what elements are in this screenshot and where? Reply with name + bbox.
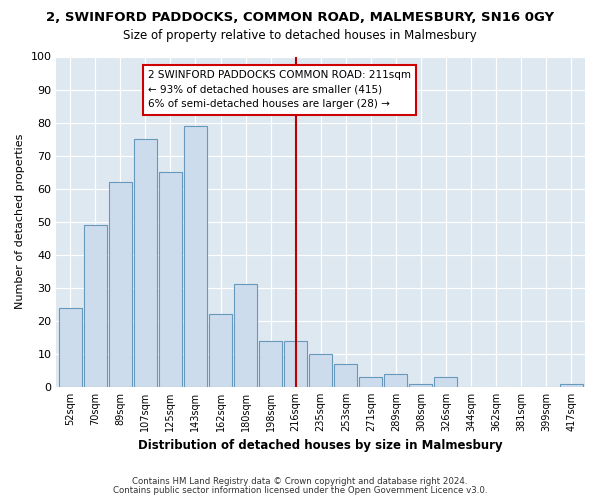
Bar bbox=[234, 284, 257, 387]
Bar bbox=[560, 384, 583, 387]
Bar bbox=[84, 225, 107, 387]
Bar bbox=[409, 384, 433, 387]
Bar bbox=[184, 126, 207, 387]
Bar bbox=[259, 340, 282, 387]
Bar bbox=[284, 340, 307, 387]
Text: Size of property relative to detached houses in Malmesbury: Size of property relative to detached ho… bbox=[123, 28, 477, 42]
Bar bbox=[359, 377, 382, 387]
Text: Contains public sector information licensed under the Open Government Licence v3: Contains public sector information licen… bbox=[113, 486, 487, 495]
Bar bbox=[434, 377, 457, 387]
Text: Contains HM Land Registry data © Crown copyright and database right 2024.: Contains HM Land Registry data © Crown c… bbox=[132, 477, 468, 486]
Bar bbox=[385, 374, 407, 387]
Bar bbox=[159, 172, 182, 387]
Bar bbox=[309, 354, 332, 387]
Bar bbox=[209, 314, 232, 387]
Text: 2, SWINFORD PADDOCKS, COMMON ROAD, MALMESBURY, SN16 0GY: 2, SWINFORD PADDOCKS, COMMON ROAD, MALME… bbox=[46, 11, 554, 24]
Text: 2 SWINFORD PADDOCKS COMMON ROAD: 211sqm
← 93% of detached houses are smaller (41: 2 SWINFORD PADDOCKS COMMON ROAD: 211sqm … bbox=[148, 70, 411, 110]
Bar bbox=[59, 308, 82, 387]
Bar bbox=[334, 364, 357, 387]
Y-axis label: Number of detached properties: Number of detached properties bbox=[15, 134, 25, 310]
Bar bbox=[134, 139, 157, 387]
X-axis label: Distribution of detached houses by size in Malmesbury: Distribution of detached houses by size … bbox=[139, 440, 503, 452]
Bar bbox=[109, 182, 132, 387]
